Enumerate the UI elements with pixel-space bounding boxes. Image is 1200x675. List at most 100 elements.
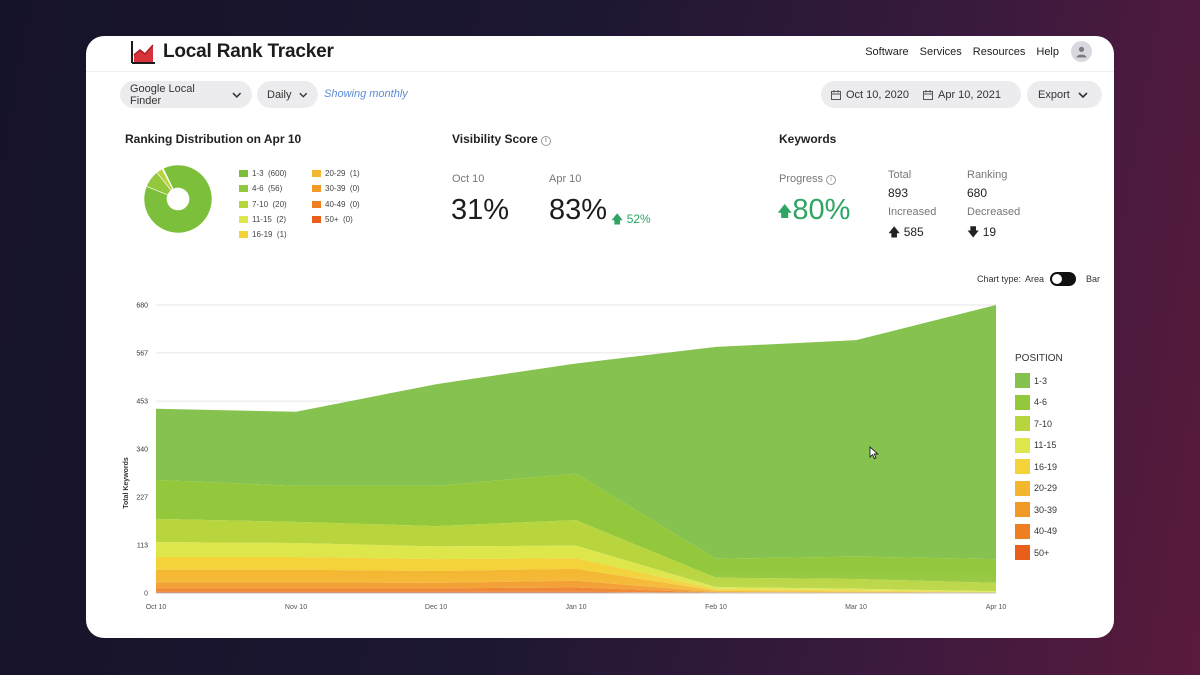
- date-to[interactable]: Apr 10, 2021: [938, 88, 1001, 101]
- position-legend-item[interactable]: 40-49: [1015, 521, 1063, 543]
- legend-swatch: [312, 216, 321, 224]
- position-legend: POSITION 1-3 4-6 7-10 11-15 16-19 20-29 30-39 4…: [1015, 353, 1063, 564]
- main-nav: Software Services Resources Help: [854, 41, 1092, 62]
- legend-swatch: [312, 185, 321, 193]
- visibility-from-value: 31%: [451, 194, 510, 226]
- donut-slice-20-29[interactable]: [162, 167, 174, 190]
- area-series-16-19[interactable]: [156, 557, 996, 593]
- info-icon[interactable]: i: [826, 175, 837, 185]
- legend-label: 1-3 (600): [252, 169, 287, 179]
- keywords-area-chart: 0 113 227 340 453 567 680 Oct 10 Nov 10 Dec 10 Jan…: [123, 303, 1007, 612]
- y-axis-label: Total Keywords: [123, 457, 130, 509]
- ranking-label: Ranking: [967, 169, 1008, 181]
- nav-services[interactable]: Services: [919, 45, 962, 58]
- legend-label: 1-3: [1034, 375, 1048, 386]
- date-range-picker[interactable]: Oct 10, 2020 Apr 10, 2021: [821, 81, 1021, 108]
- position-legend-item[interactable]: 1-3: [1015, 370, 1063, 392]
- ranking-value: 680: [967, 186, 988, 200]
- decreased-label: Decreased: [967, 206, 1021, 218]
- position-legend-item[interactable]: 20-29: [1015, 478, 1063, 500]
- arrow-down-icon: 🡇: [967, 225, 980, 239]
- legend-label: 4-6 (56): [252, 184, 283, 194]
- export-dropdown[interactable]: Export: [1027, 81, 1102, 108]
- chevron-down-icon: [299, 92, 308, 98]
- legend-label: 30-39 (0): [325, 184, 360, 194]
- total-value: 893: [888, 186, 909, 200]
- chart-type-bar[interactable]: Bar: [1085, 274, 1100, 284]
- distribution-legend-item: 30-39 (0): [312, 181, 360, 196]
- showing-note: Showing monthly: [324, 88, 408, 100]
- distribution-legend-item: 1-3 (600): [239, 166, 287, 181]
- arrow-up-icon: 🡅: [888, 225, 901, 239]
- x-tick-label: Mar 10: [845, 604, 867, 611]
- y-tick-label: 567: [136, 350, 148, 357]
- legend-label: 40-49 (0): [325, 199, 360, 209]
- increased-value: 🡅 585: [888, 223, 924, 244]
- legend-swatch: [312, 200, 321, 208]
- calendar-icon: [831, 89, 841, 100]
- export-label: Export: [1038, 88, 1070, 101]
- legend-label: 40-49: [1034, 526, 1058, 537]
- distribution-legend-item: 11-15 (2): [239, 212, 287, 227]
- legend-swatch: [1015, 502, 1030, 518]
- legend-swatch: [1015, 523, 1030, 539]
- distribution-legend-item: 50+ (0): [312, 212, 360, 227]
- x-tick-label: Apr 10: [986, 604, 1007, 611]
- chart-type-area[interactable]: Area: [1024, 274, 1044, 284]
- legend-label: 16-19: [1034, 461, 1058, 472]
- decreased-value: 🡇 19: [967, 223, 996, 244]
- finder-dropdown[interactable]: Google Local Finder: [120, 81, 252, 108]
- distribution-legend-item: 16-19 (1): [239, 227, 287, 242]
- legend-swatch: [239, 185, 248, 193]
- legend-swatch: [1015, 459, 1030, 475]
- cursor-icon: [869, 446, 879, 460]
- area-series-7-10[interactable]: [156, 518, 996, 592]
- distribution-legend-item: 20-29 (1): [312, 166, 360, 181]
- area-series-4-6[interactable]: [156, 473, 996, 583]
- area-series-40-49[interactable]: [156, 587, 996, 593]
- chevron-down-icon: [1078, 91, 1088, 98]
- visibility-change-value: 52%: [626, 212, 651, 226]
- position-legend-item[interactable]: 7-10: [1015, 413, 1063, 435]
- chart-type-label: Chart type:: [976, 274, 1021, 284]
- nav-software[interactable]: Software: [865, 45, 909, 58]
- progress-label-text: Progress: [779, 173, 824, 185]
- area-series-30-39[interactable]: [156, 580, 996, 593]
- toggle-knob: [1051, 274, 1062, 284]
- increased-label: Increased: [888, 206, 937, 218]
- nav-resources[interactable]: Resources: [972, 45, 1026, 58]
- top-header: Local Rank Tracker Software Services Res…: [86, 36, 1114, 72]
- area-series-1-3[interactable]: [156, 305, 996, 560]
- x-tick-label: Feb 10: [705, 604, 727, 611]
- date-from[interactable]: Oct 10, 2020: [846, 88, 909, 101]
- chart-type-switch: Chart type: Area Bar: [977, 272, 1100, 286]
- distribution-legend-right: 20-29 (1) 30-39 (0) 40-49 (0) 50+ (0): [312, 166, 360, 227]
- legend-swatch: [239, 170, 248, 178]
- avatar[interactable]: [1071, 41, 1092, 62]
- legend-label: 20-29: [1034, 483, 1058, 494]
- distribution-donut: [143, 164, 213, 234]
- frequency-dropdown[interactable]: Daily: [257, 81, 318, 108]
- position-legend-item[interactable]: 11-15: [1015, 435, 1063, 457]
- legend-swatch: [1015, 394, 1030, 410]
- legend-label: 16-19 (1): [252, 230, 287, 240]
- logo-icon: [131, 41, 155, 64]
- position-legend-item[interactable]: 30-39: [1015, 499, 1063, 521]
- donut-slice-1-3[interactable]: [143, 164, 213, 234]
- x-tick-label: Nov 10: [285, 604, 307, 611]
- position-legend-item[interactable]: 4-6: [1015, 392, 1063, 414]
- finder-dropdown-label: Google Local Finder: [130, 82, 195, 107]
- nav-help[interactable]: Help: [1036, 45, 1059, 58]
- distribution-legend-left: 1-3 (600) 4-6 (56) 7-10 (20) 11-15 (2) 16-19…: [239, 166, 287, 242]
- area-series-20-29[interactable]: [156, 568, 996, 593]
- legend-swatch: [1015, 373, 1030, 389]
- progress-value: 🡅80%: [777, 194, 850, 227]
- area-series-11-15[interactable]: [156, 542, 996, 593]
- info-icon[interactable]: i: [540, 136, 551, 146]
- position-legend-item[interactable]: 50+: [1015, 542, 1063, 564]
- position-legend-item[interactable]: 16-19: [1015, 456, 1063, 478]
- legend-swatch: [1015, 545, 1030, 561]
- legend-label: 11-15: [1034, 440, 1057, 451]
- y-tick-label: 113: [137, 543, 148, 550]
- chart-type-toggle[interactable]: [1049, 272, 1076, 286]
